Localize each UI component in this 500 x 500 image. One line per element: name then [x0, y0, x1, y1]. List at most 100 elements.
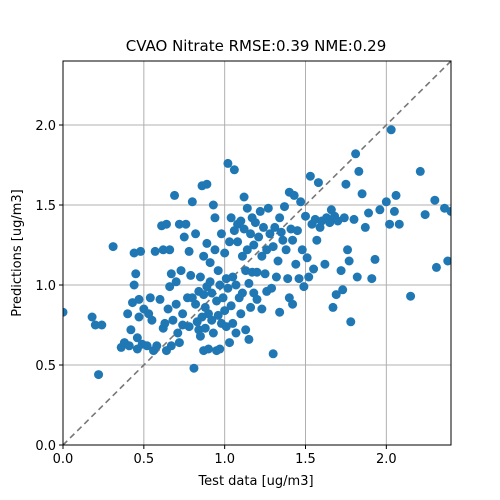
data-point — [187, 197, 197, 207]
data-point — [207, 288, 217, 298]
data-point — [239, 192, 249, 202]
data-point — [178, 309, 188, 319]
data-point — [136, 246, 146, 256]
data-point — [331, 290, 341, 300]
data-point — [210, 213, 220, 223]
data-point — [242, 245, 252, 255]
identity-line — [62, 60, 452, 446]
data-point — [181, 219, 191, 229]
data-point — [336, 266, 346, 276]
data-point — [406, 291, 416, 301]
data-point — [205, 277, 215, 287]
data-point — [344, 256, 354, 266]
data-point — [352, 272, 362, 282]
data-point — [165, 282, 175, 292]
data-point — [346, 317, 356, 327]
data-point — [254, 232, 264, 242]
data-point — [202, 238, 212, 248]
x-axis-label: Test data [ug/m3] — [197, 474, 313, 489]
y-tick-label: 1.5 — [35, 199, 56, 214]
data-point — [174, 338, 184, 348]
data-point — [381, 197, 391, 207]
y-tick-label: 2.0 — [35, 119, 56, 134]
data-point — [226, 301, 236, 311]
data-point — [184, 322, 194, 332]
data-point — [270, 222, 280, 232]
data-point — [244, 334, 254, 344]
data-point — [389, 206, 399, 216]
data-point — [246, 302, 256, 312]
data-point — [236, 216, 246, 226]
data-point — [171, 299, 181, 309]
data-point — [225, 338, 235, 348]
data-point — [309, 264, 319, 274]
data-point — [299, 282, 309, 292]
data-point — [174, 219, 184, 229]
data-point — [257, 251, 267, 261]
data-point — [215, 344, 225, 354]
data-point — [179, 232, 189, 242]
y-tick-label: 1.0 — [35, 279, 56, 294]
data-point — [158, 245, 168, 255]
data-point — [132, 333, 142, 343]
data-point — [129, 280, 139, 290]
data-point — [199, 251, 209, 261]
data-point — [134, 294, 144, 304]
data-point — [228, 318, 238, 328]
data-point — [166, 341, 176, 351]
data-point — [231, 280, 241, 290]
y-tick-label: 0.5 — [35, 359, 56, 374]
data-point — [134, 312, 144, 322]
data-point — [354, 166, 364, 176]
x-tick-label: 2.0 — [376, 452, 397, 467]
y-tick-label: 0.0 — [35, 439, 56, 454]
data-point — [258, 222, 268, 232]
data-point — [289, 190, 299, 200]
data-point — [145, 293, 155, 303]
data-point — [231, 328, 241, 338]
data-point — [288, 235, 298, 245]
data-point — [165, 245, 175, 255]
data-point — [252, 294, 262, 304]
data-point — [199, 290, 209, 300]
x-tick-label: 1.0 — [214, 452, 235, 467]
data-point — [213, 266, 223, 276]
data-point — [244, 278, 254, 288]
data-point — [360, 222, 370, 232]
data-point — [126, 325, 136, 335]
data-point — [226, 213, 236, 223]
data-point — [123, 309, 133, 319]
data-point — [296, 197, 306, 207]
data-point — [94, 370, 104, 380]
data-point — [239, 224, 249, 234]
data-point — [173, 328, 183, 338]
data-point — [205, 258, 215, 268]
data-point — [338, 285, 348, 295]
data-point — [170, 190, 180, 200]
data-point — [341, 179, 351, 189]
data-point — [237, 251, 247, 261]
data-point — [168, 315, 178, 325]
x-tick-label: 0.0 — [53, 452, 74, 467]
data-point — [291, 259, 301, 269]
data-point — [364, 208, 374, 218]
data-point — [142, 341, 152, 351]
data-point — [213, 310, 223, 320]
data-point — [275, 213, 285, 223]
data-point — [246, 229, 256, 239]
data-point — [97, 320, 107, 330]
data-point — [260, 269, 270, 279]
data-point — [210, 245, 220, 255]
data-point — [220, 248, 230, 258]
data-point — [325, 218, 335, 228]
data-point — [208, 200, 218, 210]
plot-frame — [62, 60, 452, 446]
data-point — [351, 149, 361, 159]
data-point — [223, 283, 233, 293]
data-point — [446, 206, 451, 216]
data-point — [273, 256, 283, 266]
data-point — [152, 341, 162, 351]
data-point — [271, 272, 281, 282]
data-point — [343, 245, 353, 255]
data-point — [430, 195, 440, 205]
